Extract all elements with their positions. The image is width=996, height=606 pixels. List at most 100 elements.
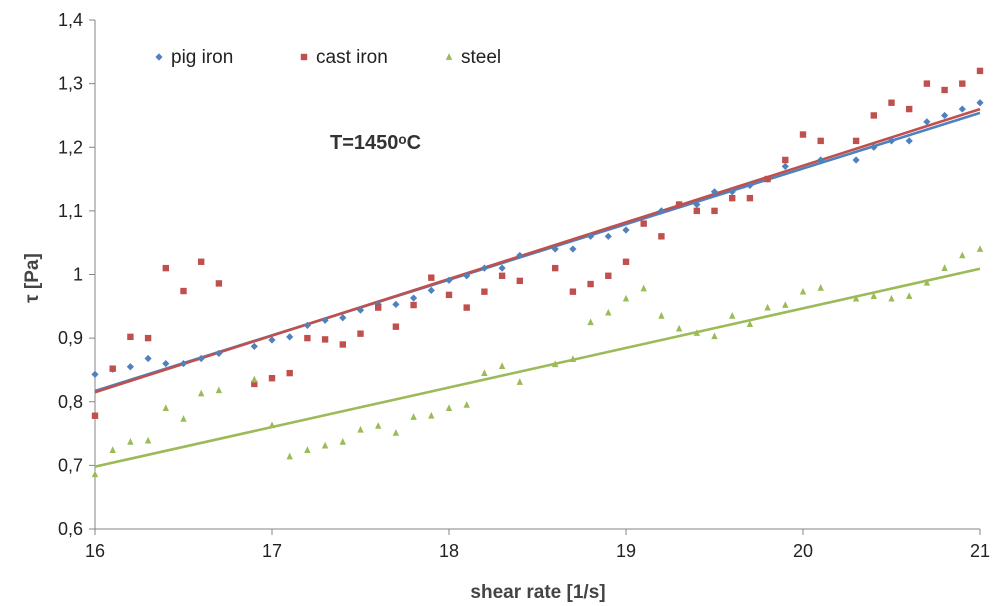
point-pig-iron <box>693 200 701 209</box>
point-cast-iron <box>906 105 913 113</box>
y-tick-label: 0,7 <box>58 455 83 475</box>
point-cast-iron <box>410 301 417 309</box>
legend: pig iron cast iron steel <box>155 47 501 68</box>
point-pig-iron <box>144 354 152 363</box>
point-cast-iron <box>375 304 382 311</box>
point-cast-iron <box>976 67 984 75</box>
point-cast-iron <box>852 137 860 145</box>
point-steel <box>764 303 771 311</box>
point-cast-iron <box>552 264 559 272</box>
point-pig-iron <box>162 359 170 368</box>
point-cast-iron <box>198 258 205 265</box>
legend-marker-pig-iron <box>155 53 163 61</box>
point-cast-iron <box>693 207 700 215</box>
point-steel <box>268 421 276 429</box>
point-pig-iron <box>657 207 665 215</box>
point-cast-iron <box>215 280 223 287</box>
point-cast-iron <box>729 194 736 202</box>
legend-label-steel: steel <box>461 47 501 68</box>
point-steel <box>711 332 718 340</box>
point-pig-iron <box>126 363 134 371</box>
y-axis-title: τ [Pa] <box>22 253 43 303</box>
legend-item-pig-iron: pig iron <box>155 47 233 68</box>
point-pig-iron <box>817 156 825 164</box>
x-tick-label: 16 <box>85 541 105 561</box>
point-cast-iron <box>357 330 364 337</box>
point-steel <box>675 324 683 332</box>
point-steel <box>162 404 169 411</box>
point-cast-iron <box>127 333 134 341</box>
point-steel <box>180 415 187 422</box>
point-cast-iron <box>180 287 187 295</box>
point-steel <box>498 362 506 369</box>
point-steel <box>888 294 895 302</box>
y-tick-label: 0,6 <box>58 519 83 539</box>
point-cast-iron <box>675 201 683 208</box>
point-steel <box>109 446 116 453</box>
point-cast-iron <box>304 334 311 342</box>
point-steel <box>959 251 966 259</box>
point-pig-iron <box>250 342 258 350</box>
point-pig-iron <box>516 251 524 260</box>
point-pig-iron <box>941 111 949 120</box>
y-tick-label: 1,2 <box>58 137 83 157</box>
point-cast-iron <box>959 80 966 87</box>
point-pig-iron <box>339 314 347 322</box>
legend-item-steel: steel <box>445 47 501 68</box>
point-pig-iron <box>410 294 418 302</box>
point-pig-iron <box>498 264 506 272</box>
point-steel <box>817 284 824 291</box>
point-pig-iron <box>746 181 754 190</box>
point-cast-iron <box>321 336 329 343</box>
point-cast-iron <box>144 334 152 342</box>
point-cast-iron <box>286 369 293 377</box>
point-steel <box>693 329 700 336</box>
point-cast-iron <box>109 365 116 372</box>
point-cast-iron <box>587 280 594 288</box>
point-cast-iron <box>91 412 99 419</box>
point-cast-iron <box>640 220 647 227</box>
point-steel <box>91 470 99 478</box>
point-steel <box>304 446 311 453</box>
point-cast-iron <box>711 207 718 215</box>
point-cast-iron <box>392 323 400 330</box>
data-points <box>91 67 984 478</box>
point-cast-iron <box>339 341 346 348</box>
point-steel <box>605 308 612 316</box>
point-steel <box>144 436 152 444</box>
point-cast-iron <box>498 272 506 279</box>
point-steel <box>658 312 665 319</box>
point-steel <box>357 425 364 433</box>
point-pig-iron <box>976 99 984 107</box>
point-cast-iron <box>516 277 523 285</box>
point-pig-iron <box>480 264 488 272</box>
point-cast-iron <box>428 274 435 281</box>
point-pig-iron <box>728 188 736 196</box>
point-cast-iron <box>782 156 789 164</box>
point-steel <box>976 245 984 252</box>
point-cast-iron <box>658 233 665 240</box>
point-pig-iron <box>887 137 896 145</box>
point-pig-iron <box>321 316 329 324</box>
point-pig-iron <box>710 188 719 196</box>
point-cast-iron <box>445 291 453 299</box>
point-pig-iron <box>622 226 630 234</box>
point-pig-iron <box>781 162 789 170</box>
point-cast-iron <box>268 375 276 382</box>
y-tick-label: 1 <box>73 265 83 285</box>
point-steel <box>375 422 382 429</box>
point-cast-iron <box>463 304 470 311</box>
point-steel <box>198 389 205 397</box>
trendline-steel <box>94 267 981 468</box>
y-tick-label: 1,1 <box>58 201 83 221</box>
legend-marker-cast-iron <box>300 53 308 61</box>
point-steel <box>392 429 400 436</box>
tick-labels: 16 17 18 19 20 21 0,6 0,7 0,8 0,9 1 1,1 1,2 1,3 1,4 <box>58 10 990 561</box>
point-cast-iron <box>251 380 258 388</box>
point-pig-iron <box>463 272 471 280</box>
legend-label-pig-iron: pig iron <box>171 47 233 68</box>
point-steel <box>445 404 453 411</box>
y-tick-label: 1,3 <box>58 74 83 94</box>
point-cast-iron <box>605 272 612 279</box>
